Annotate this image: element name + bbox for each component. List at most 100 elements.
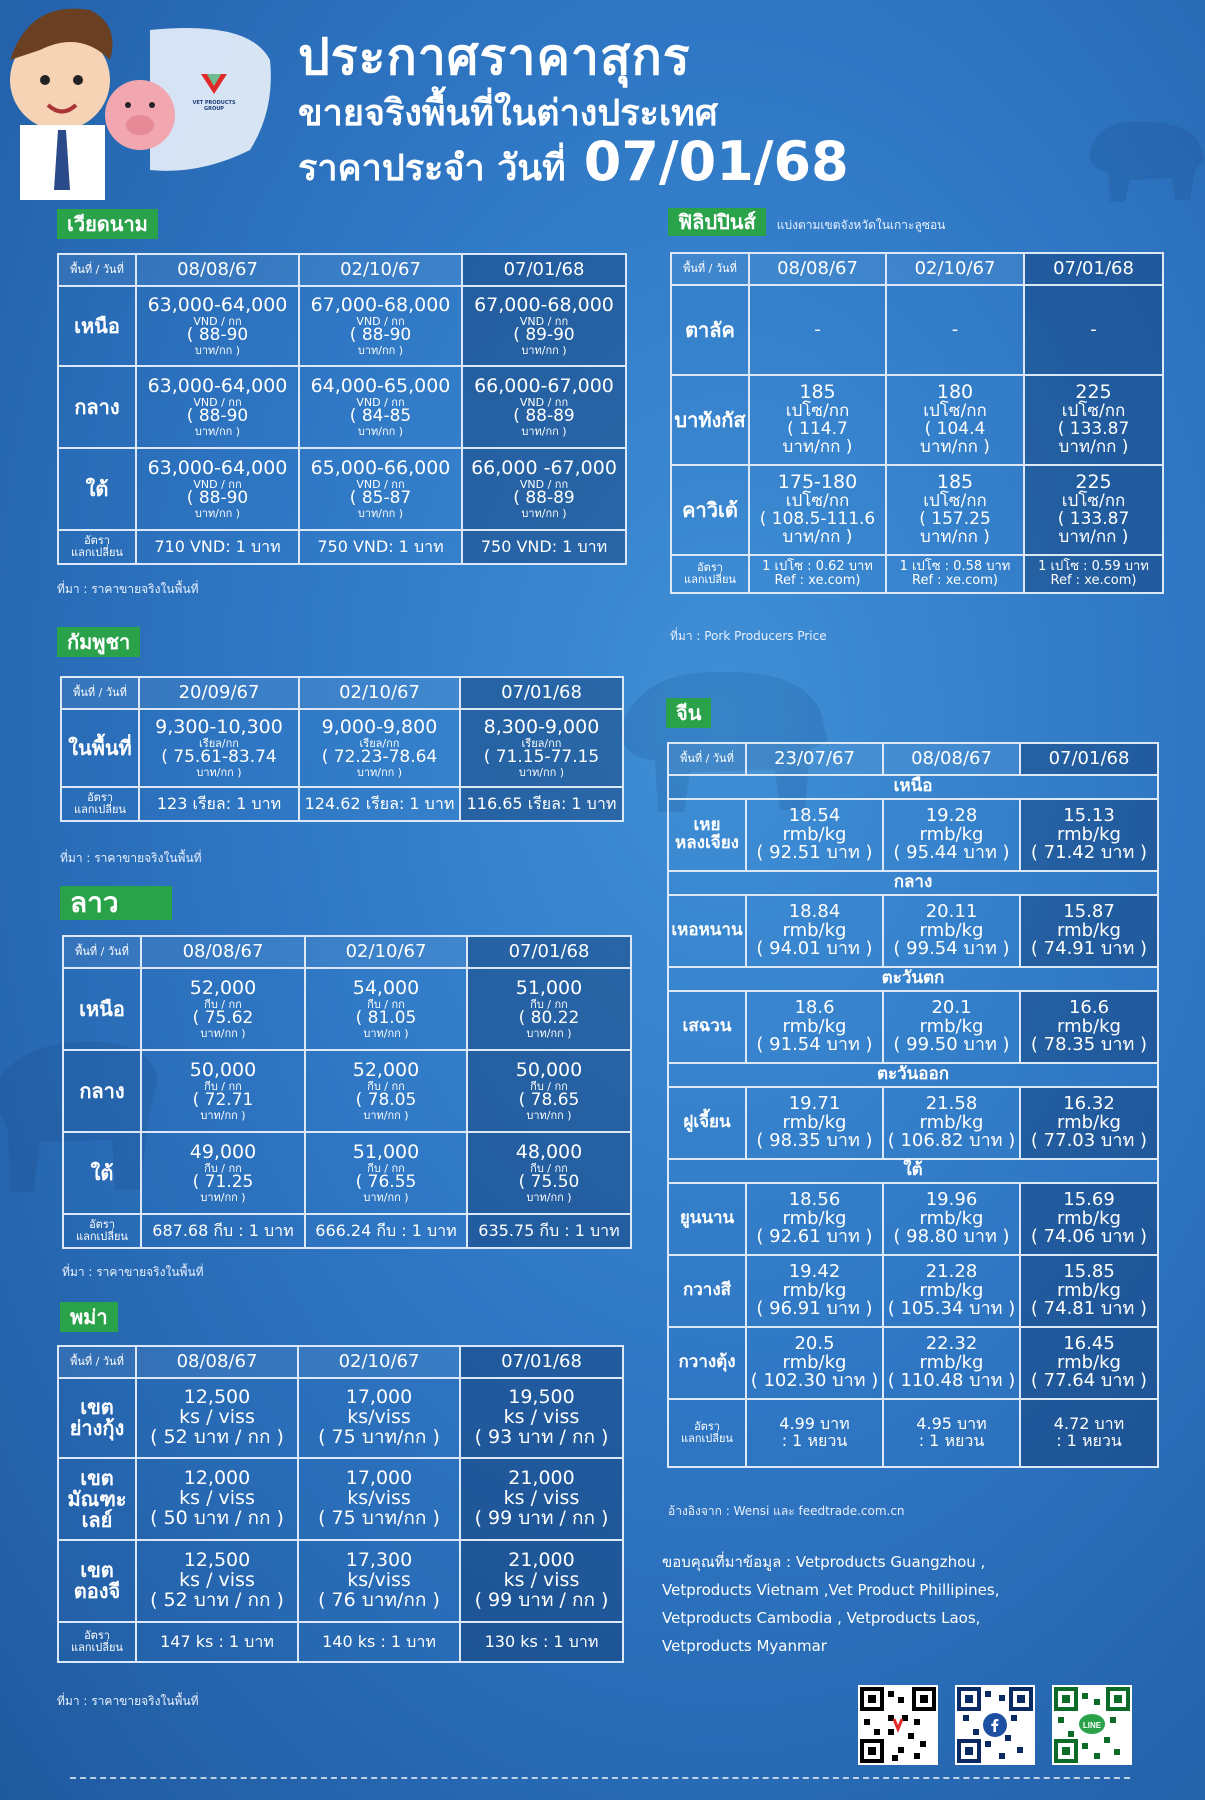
- qr-code-line[interactable]: LINE: [1052, 1685, 1132, 1765]
- date-header: 07/01/68: [1019, 742, 1159, 776]
- price-cell: 19.71 rmb/kg( 98.35 บาท ): [745, 1086, 884, 1160]
- price-cell: 21,000 ks / viss( 99 บาท / กก ): [459, 1539, 624, 1623]
- date-header: 08/08/67: [135, 1345, 299, 1379]
- row-header: ในพื้นที่: [60, 708, 140, 788]
- section-label-cambodia: กัมพูชา: [57, 627, 141, 657]
- price-cell: 67,000-68,000 VND / กก( 88-90 บาท/กก ): [298, 285, 463, 367]
- row-header: กวางสี: [667, 1254, 747, 1328]
- price-cell: 50,000 กีบ / กก( 78.65 บาท/กก ): [466, 1049, 632, 1133]
- rate-cell: 666.24 กีบ : 1 บาท: [304, 1213, 468, 1249]
- thanks-line: Vetproducts Myanmar: [662, 1637, 827, 1655]
- logo-text: VET PRODUCTS GROUP: [192, 100, 236, 112]
- row-header: เหนือ: [57, 285, 137, 367]
- date-header: 07/01/68: [466, 935, 632, 969]
- price-cell: 18.56 rmb/kg( 92.61 บาท ): [745, 1182, 884, 1256]
- corner-header: พื้นที่ / วันที่: [57, 1345, 137, 1379]
- price-cell: 16.32 rmb/kg( 77.03 บาท ): [1019, 1086, 1159, 1160]
- price-cell: 15.69 rmb/kg( 74.06 บาท ): [1019, 1182, 1159, 1256]
- rate-cell: 687.68 กีบ : 1 บาท: [140, 1213, 306, 1249]
- rate-cell: 147 ks : 1 บาท: [135, 1621, 299, 1663]
- price-cell: 185 เปโซ/กก( 114.7 บาท/กก ): [748, 374, 887, 466]
- rate-cell: 4.95 บาท: 1 หยวน: [882, 1398, 1021, 1468]
- qr-code-facebook[interactable]: [955, 1685, 1035, 1765]
- date-header: 08/08/67: [882, 742, 1021, 776]
- source-note-myanmar: ที่มา : ราคาขายจริงในพื้นที่: [57, 1694, 199, 1708]
- row-header: ใต้: [57, 447, 137, 531]
- title-line-1: ประกาศราคาสุกร: [298, 28, 691, 86]
- price-cell: 22.32 rmb/kg( 110.48 บาท ): [882, 1326, 1021, 1400]
- rate-cell: 750 VND: 1 บาท: [298, 529, 463, 565]
- price-cell: 180 เปโซ/กก( 104.4 บาท/กก ): [885, 374, 1025, 466]
- date-header: 02/10/67: [297, 1345, 461, 1379]
- price-cell: 19.96 rmb/kg( 98.80 บาท ): [882, 1182, 1021, 1256]
- row-header: เหย หลงเจียง: [667, 798, 747, 872]
- price-cell: 175-180 เปโซ/กก( 108.5-111.6 บาท/กก ): [748, 464, 887, 556]
- philippines-sublabel: แบ่งตามเขตจังหวัดในเกาะลูซอน: [776, 218, 946, 232]
- row-header: กวางตุ้ง: [667, 1326, 747, 1400]
- price-cell: 18.84 rmb/kg( 94.01 บาท ): [745, 894, 884, 968]
- price-cell: 21,000 ks / viss( 99 บาท / กก ): [459, 1457, 624, 1541]
- price-cell: 225 เปโซ/กก( 133.87 บาท/กก ): [1023, 464, 1164, 556]
- source-note-philippines: ที่มา : Pork Producers Price: [670, 629, 827, 643]
- date-header: 07/01/68: [461, 253, 627, 287]
- cambodia-table: พื้นที่ / วันที่ 20/09/67 02/10/67 07/01…: [60, 676, 624, 822]
- title-date: 07/01/68: [583, 130, 849, 193]
- corner-header: พื้นที่ / วันที่: [62, 935, 142, 969]
- corner-header: พื้นที่ / วันที่: [60, 676, 140, 710]
- row-header: คาวิเต้: [670, 464, 750, 556]
- date-header: 23/07/67: [745, 742, 884, 776]
- section-label-vietnam: เวียดนาม: [57, 209, 158, 239]
- rate-header: อัตรา แลกเปลี่ยน: [670, 554, 750, 594]
- price-cell: 225 เปโซ/กก( 133.87 บาท/กก ): [1023, 374, 1164, 466]
- date-header: 02/10/67: [298, 676, 461, 710]
- company-logo: VET PRODUCTS GROUP: [186, 72, 242, 112]
- price-cell: 12,500 ks / viss( 52 บาท / กก ): [135, 1377, 299, 1459]
- qr-code-website[interactable]: [858, 1685, 938, 1765]
- section-label-philippines: ฟิลิปปินส์: [668, 208, 766, 236]
- date-header: 08/08/67: [748, 252, 887, 286]
- price-cell: 64,000-65,000 VND / กก( 84-85 บาท/กก ): [298, 365, 463, 449]
- price-cell: 12,500 ks / viss( 52 บาท / กก ): [135, 1539, 299, 1623]
- price-cell: -: [748, 284, 887, 376]
- price-cell: -: [1023, 284, 1164, 376]
- price-cell: 63,000-64,000 VND / กก( 88-90 บาท/กก ): [135, 285, 300, 367]
- rate-header: อัตรา แลกเปลี่ยน: [60, 786, 140, 822]
- price-cell: 51,000 กีบ / กก( 76.55 บาท/กก ): [304, 1131, 468, 1215]
- price-cell: 17,300 ks/viss( 76 บาท/กก ): [297, 1539, 461, 1623]
- row-header: ฝูเจี้ยน: [667, 1086, 747, 1160]
- price-cell: 19.28 rmb/kg( 95.44 บาท ): [882, 798, 1021, 872]
- price-cell: 21.58 rmb/kg( 106.82 บาท ): [882, 1086, 1021, 1160]
- source-note-china: อ้างอิงจาก : Wensi และ feedtrade.com.cn: [668, 1504, 905, 1518]
- source-note-cambodia: ที่มา : ราคาขายจริงในพื้นที่: [60, 851, 202, 865]
- date-header: 07/01/68: [459, 1345, 624, 1379]
- rate-cell: 750 VND: 1 บาท: [461, 529, 627, 565]
- region-header: ตะวันออก: [667, 1062, 1159, 1088]
- price-cell: 20.5 rmb/kg( 102.30 บาท ): [745, 1326, 884, 1400]
- section-label-china: จีน: [666, 698, 712, 728]
- section-label-laos: ลาว: [60, 886, 172, 920]
- rate-header: อัตรา แลกเปลี่ยน: [57, 529, 137, 565]
- china-table: พื้นที่ / วันที่ 23/07/67 08/08/67 07/01…: [667, 742, 1159, 1468]
- rate-header: อัตรา แลกเปลี่ยน: [57, 1621, 137, 1663]
- rate-cell: 1 เปโซ : 0.59 บาท Ref : xe.com): [1023, 554, 1164, 594]
- row-header: กลาง: [62, 1049, 142, 1133]
- row-header: กลาง: [57, 365, 137, 449]
- thanks-line: Vetproducts Vietnam ,Vet Product Phillip…: [662, 1581, 1000, 1599]
- price-cell: 16.6 rmb/kg( 78.35 บาท ): [1019, 990, 1159, 1064]
- price-cell: 15.13 rmb/kg( 71.42 บาท ): [1019, 798, 1159, 872]
- rate-cell: 635.75 กีบ : 1 บาท: [466, 1213, 632, 1249]
- region-header: เหนือ: [667, 774, 1159, 800]
- date-header: 20/09/67: [138, 676, 300, 710]
- row-header: เสฉวน: [667, 990, 747, 1064]
- price-cell: 8,300-9,000 เรียล/กก( 71.15-77.15 บาท/กก ): [459, 708, 624, 788]
- rate-cell: 4.72 บาท: 1 หยวน: [1019, 1398, 1159, 1468]
- price-cell: 19.42 rmb/kg( 96.91 บาท ): [745, 1254, 884, 1328]
- corner-header: พื้นที่ / วันที่: [667, 742, 747, 776]
- philippines-table: พื้นที่ / วันที่ 08/08/67 02/10/67 07/01…: [670, 252, 1164, 594]
- laos-table: พื้นที่ / วันที่ 08/08/67 02/10/67 07/01…: [62, 935, 632, 1249]
- rate-cell: 130 ks : 1 บาท: [459, 1621, 624, 1663]
- price-cell: 12,000 ks / viss( 50 บาท / กก ): [135, 1457, 299, 1541]
- source-note-vietnam: ที่มา : ราคาขายจริงในพื้นที่: [57, 582, 199, 596]
- date-header: 02/10/67: [304, 935, 468, 969]
- philippines-label-row: ฟิลิปปินส์ แบ่งตามเขตจังหวัดในเกาะลูซอน: [668, 208, 946, 236]
